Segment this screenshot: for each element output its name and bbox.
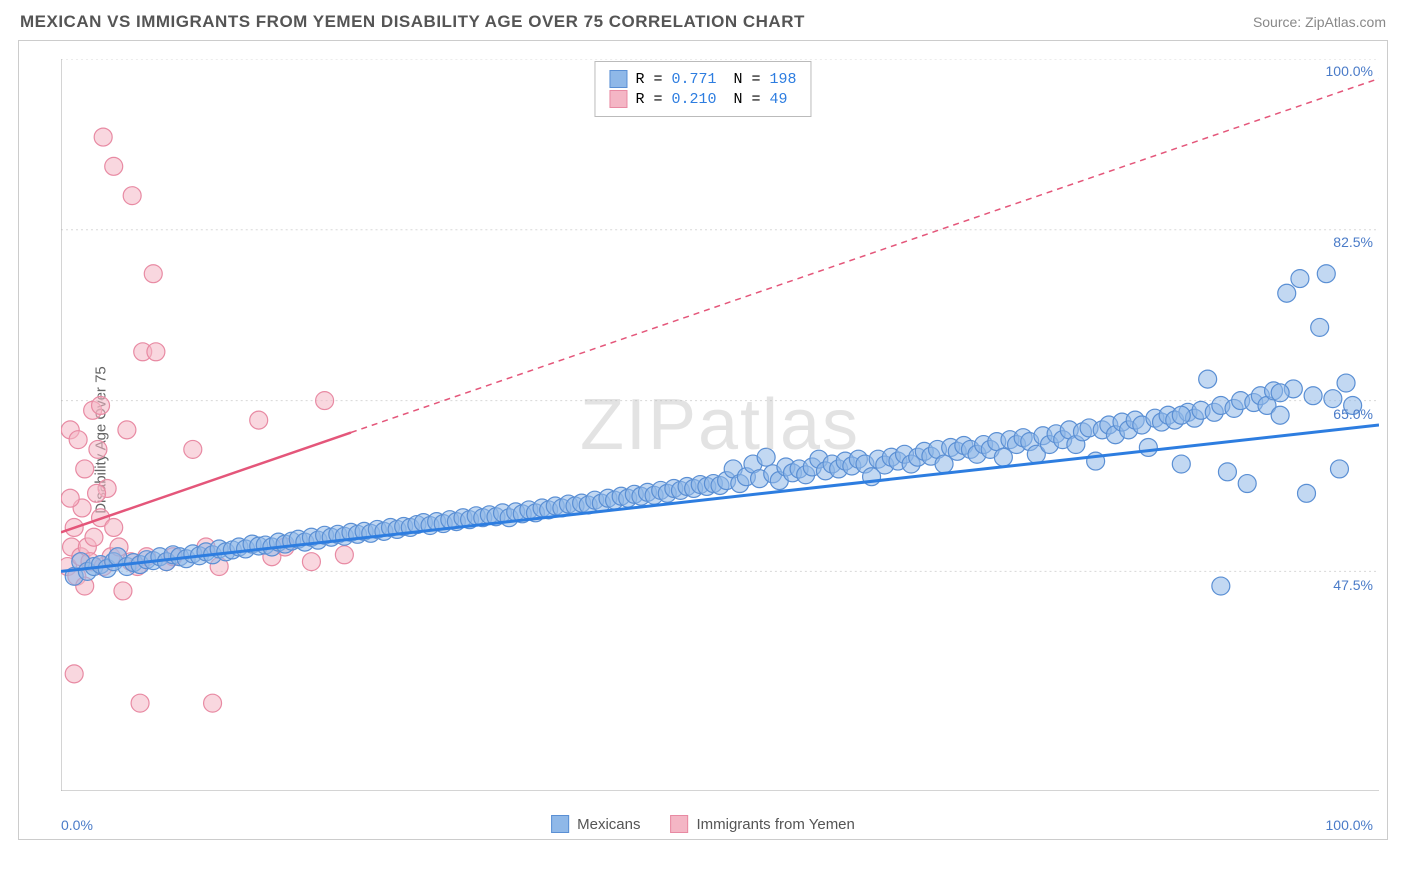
y-tick-label: 82.5%: [1333, 234, 1373, 250]
series-legend: Mexicans Immigrants from Yemen: [551, 815, 855, 833]
plot-area: ZIPatlas: [61, 59, 1379, 791]
legend-label-1: Mexicans: [577, 816, 640, 833]
n-value-series-2: N = 49: [725, 91, 788, 108]
swatch-legend-1: [551, 815, 569, 833]
swatch-legend-2: [670, 815, 688, 833]
x-tick-label: 100.0%: [1326, 817, 1373, 833]
y-tick-label: 100.0%: [1326, 63, 1373, 79]
legend-item-1: Mexicans: [551, 815, 640, 833]
r-value-series-2: R = 0.210: [635, 91, 716, 108]
chart-header: MEXICAN VS IMMIGRANTS FROM YEMEN DISABIL…: [0, 0, 1406, 40]
legend-label-2: Immigrants from Yemen: [696, 816, 854, 833]
chart-container: Disability Age Over 75 ZIPatlas R = 0.77…: [18, 40, 1388, 840]
legend-row-series-1: R = 0.771 N = 198: [609, 70, 796, 88]
y-tick-label: 47.5%: [1333, 577, 1373, 593]
n-value-series-1: N = 198: [725, 71, 797, 88]
y-tick-label: 65.0%: [1333, 406, 1373, 422]
swatch-series-1: [609, 70, 627, 88]
x-tick-label: 0.0%: [61, 817, 93, 833]
correlation-legend: R = 0.771 N = 198 R = 0.210 N = 49: [594, 61, 811, 117]
source-attribution: Source: ZipAtlas.com: [1253, 14, 1386, 30]
swatch-series-2: [609, 90, 627, 108]
legend-item-2: Immigrants from Yemen: [670, 815, 854, 833]
scatter-svg: [61, 59, 1379, 791]
chart-title: MEXICAN VS IMMIGRANTS FROM YEMEN DISABIL…: [20, 12, 805, 32]
legend-row-series-2: R = 0.210 N = 49: [609, 90, 796, 108]
r-value-series-1: R = 0.771: [635, 71, 716, 88]
